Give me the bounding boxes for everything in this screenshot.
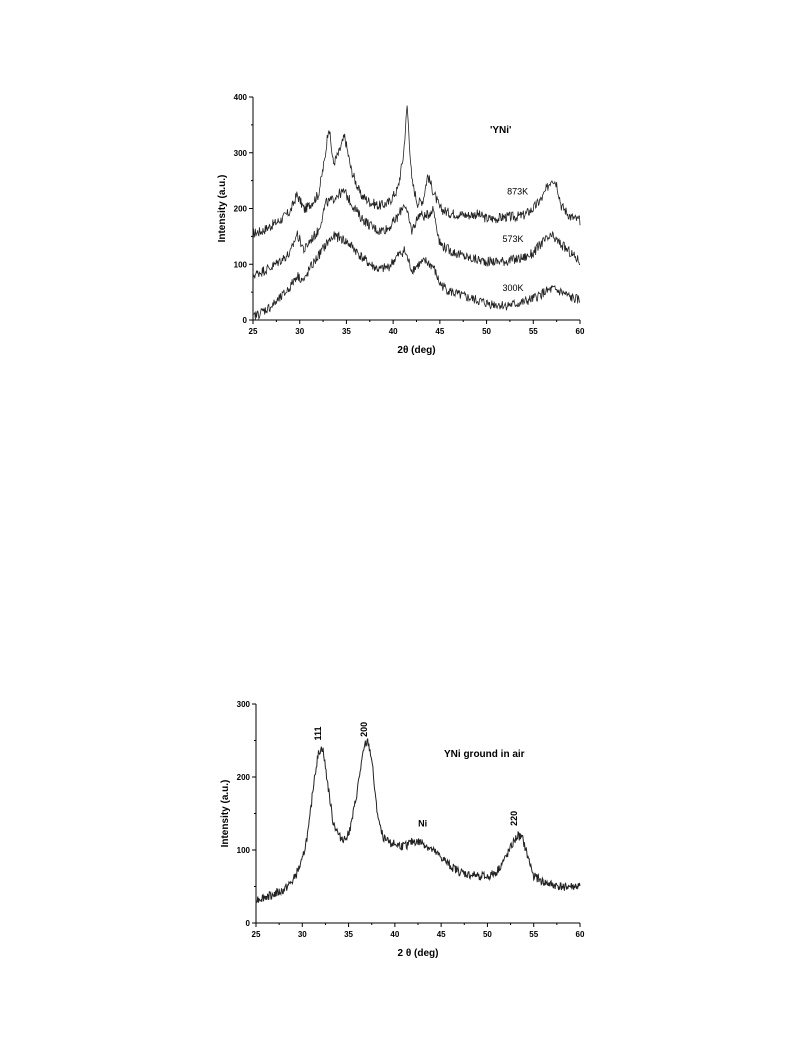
series-label-0: 873K	[507, 187, 528, 197]
series-label-2: 300K	[502, 283, 523, 293]
y-tick-label: 0	[246, 919, 251, 928]
chart-title: YNi ground in air	[444, 749, 525, 760]
xrd-chart-top-svg: 25 30 35 40 45 50 55 60 0 100 200 300 400 2θ (deg) Int…	[217, 93, 585, 356]
x-tick-label: 50	[483, 930, 492, 939]
x-axis-label: 2θ (deg)	[397, 345, 435, 356]
x-tick-label: 45	[435, 327, 444, 336]
peak-annotation: 220	[509, 811, 519, 826]
y-tick-label: 300	[234, 149, 248, 158]
chart-title: 'YNi'	[490, 125, 511, 136]
y-tick-label: 200	[237, 773, 251, 782]
x-tick-label: 30	[298, 930, 307, 939]
x-tick-label: 60	[576, 930, 585, 939]
y-tick-label: 100	[237, 846, 251, 855]
y-axis-label: Intensity (a.u.)	[217, 175, 228, 243]
y-tick-label: 100	[234, 260, 248, 269]
xrd-chart-yni-ground-in-air: 25 30 35 40 45 50 55 60 0 100 200 300 2 θ (deg) Inten…	[0, 680, 797, 980]
x-tick-label: 60	[576, 327, 585, 336]
x-tick-label: 30	[295, 327, 304, 336]
series-label-1: 573K	[502, 234, 523, 244]
series-line-0	[252, 105, 581, 238]
x-tick-label: 25	[252, 930, 261, 939]
series-line-1	[252, 188, 581, 279]
peak-annotation: 200	[359, 722, 369, 737]
x-tick-label: 50	[482, 327, 491, 336]
x-tick-label: 35	[342, 327, 351, 336]
x-tick-label: 35	[344, 930, 353, 939]
y-tick-label: 0	[243, 316, 248, 325]
xrd-chart-yni-temperatures: 25 30 35 40 45 50 55 60 0 100 200 300 400 2θ (deg) Int…	[0, 0, 797, 400]
series-line-2	[252, 230, 581, 320]
y-tick-label: 300	[237, 700, 251, 709]
peak-annotation: Ni	[418, 819, 427, 829]
peak-annotation: 111	[313, 726, 323, 740]
x-tick-label: 40	[390, 930, 399, 939]
y-tick-label: 400	[234, 93, 248, 102]
x-tick-label: 45	[437, 930, 446, 939]
x-axis-label: 2 θ (deg)	[398, 948, 439, 959]
x-tick-label: 55	[529, 930, 538, 939]
y-axis-label: Intensity (a.u.)	[220, 780, 231, 848]
x-tick-label: 25	[249, 327, 258, 336]
y-tick-label: 200	[234, 205, 248, 214]
xrd-chart-bottom-svg: 25 30 35 40 45 50 55 60 0 100 200 300 2 θ (deg) Inten…	[220, 700, 585, 959]
x-tick-label: 55	[529, 327, 538, 336]
x-tick-label: 40	[389, 327, 398, 336]
series-line-0	[255, 738, 581, 905]
